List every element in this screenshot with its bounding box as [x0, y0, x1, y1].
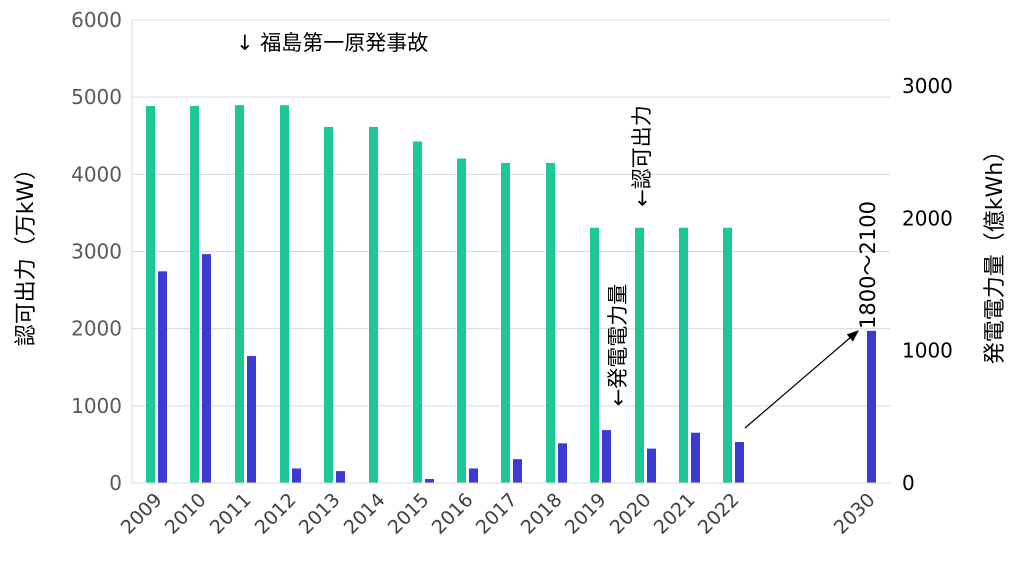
bar-generation: [602, 430, 611, 483]
bar-capacity: [457, 158, 466, 483]
bar-generation: [558, 443, 567, 483]
y2-tick-label: 0: [902, 471, 915, 495]
bar-capacity: [235, 105, 244, 483]
gridlines: [132, 19, 890, 407]
bar-capacity: [501, 162, 510, 484]
x-tick-label: 2019: [561, 489, 611, 539]
arrow-2030: [744, 330, 859, 429]
x-tick-label: 2030: [830, 489, 880, 539]
y2-axis-title: 発電電力量（億kWh）: [983, 140, 1008, 364]
bar-capacity: [635, 227, 644, 483]
x-tick-label: 2009: [117, 489, 167, 539]
y-tick-label: 5000: [71, 85, 122, 109]
annotation-capacity: ←認可出力: [630, 105, 654, 207]
y-axis-title: 認可出力（万kW）: [14, 158, 39, 347]
bar-generation: [469, 468, 478, 483]
bar-generation: [513, 459, 522, 483]
annotation-generation: ←発電電力量: [606, 284, 630, 407]
y-tick-label: 1000: [71, 394, 122, 418]
annotation-fukushima: ↓ 福島第一原発事故: [236, 31, 428, 55]
bar-generation: [158, 271, 167, 483]
bar-generation: [247, 356, 256, 483]
bars: [146, 105, 876, 484]
axes: [131, 20, 890, 484]
y2-tick-label: 1000: [902, 339, 953, 363]
y2-tick-label: 2000: [902, 206, 953, 230]
y-tick-label: 2000: [71, 317, 122, 341]
x-tick-label: 2012: [251, 489, 301, 539]
bar-capacity: [413, 141, 422, 483]
bar-capacity: [679, 227, 688, 483]
y2-tick-label: 3000: [902, 74, 953, 98]
bar-generation: [691, 432, 700, 483]
bar-generation: [735, 441, 744, 483]
bar-generation: [647, 448, 656, 483]
x-tick-label: 2020: [606, 489, 656, 539]
x-tick-label: 2022: [694, 489, 744, 539]
x-tick-label: 2015: [384, 489, 434, 539]
x-tick-label: 2010: [161, 489, 211, 539]
bar-generation: [867, 330, 876, 483]
bar-generation: [425, 479, 434, 483]
x-tick-label: 2021: [650, 489, 700, 539]
bar-capacity: [146, 106, 155, 483]
y-tick-label: 6000: [71, 8, 122, 32]
bar-capacity: [324, 126, 333, 483]
bar-generation: [202, 254, 211, 483]
y-tick-label: 0: [109, 471, 122, 495]
y-tick-label: 3000: [71, 240, 122, 264]
annotation-2030-target: 1800～2100: [856, 201, 880, 329]
bar-capacity: [280, 105, 289, 483]
x-tick-label: 2011: [206, 489, 256, 539]
bar-capacity: [369, 126, 378, 483]
x-tick-label: 2017: [472, 489, 522, 539]
x-tick-label: 2018: [517, 489, 567, 539]
bar-capacity: [723, 227, 732, 483]
x-tick-label: 2016: [428, 489, 478, 539]
bar-generation: [292, 468, 301, 483]
bar-capacity: [190, 106, 199, 483]
y-tick-label: 4000: [71, 162, 122, 186]
x-tick-label: 2014: [340, 489, 390, 539]
bar-capacity: [546, 162, 555, 484]
x-tick-label: 2013: [295, 489, 345, 539]
bar-generation: [336, 471, 345, 483]
bar-capacity: [590, 227, 599, 483]
